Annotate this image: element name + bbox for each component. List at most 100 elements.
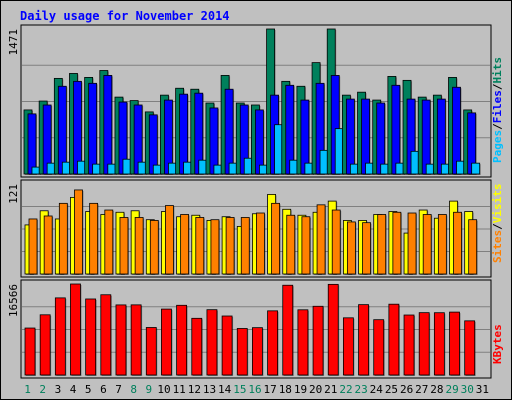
hits-files-bar-day-16: Files 16: 650: [255, 109, 264, 175]
kbytes-kbytes-bar-day-21: KBytes 21: 16500: [327, 283, 339, 376]
day-label-29: 29: [445, 383, 458, 396]
day-label-11: 11: [173, 383, 186, 396]
kbytes-kbytes-bar-day-17: KBytes 17: 11680: [267, 310, 278, 376]
kbytes-kbytes-bar-day-15: KBytes 15: 8470: [236, 328, 248, 376]
day-label-6: 6: [100, 383, 107, 396]
visits-sites-bar-day-12: Sites 12: 76: [195, 217, 205, 275]
hits-legend-item-0: Pages: [491, 130, 504, 163]
kbytes-legend-item-0: KBytes: [491, 324, 504, 364]
kbytes-kbytes-bar-day-28: KBytes 28: 11340: [433, 312, 445, 376]
day-label-22: 22: [339, 383, 352, 396]
visits-sites-bar-day-11: Sites 11: 80: [180, 214, 190, 275]
visits-sites-bar-day-9: Sites 9: 72: [149, 220, 159, 275]
visits-sites-bar-day-10: Sites 10: 92: [165, 205, 174, 275]
kbytes-kbytes-bar-day-23: KBytes 23: 12810: [358, 304, 369, 376]
visits-sites-bar-day-23: Sites 23: 69: [362, 222, 371, 275]
hits-files-bar-day-1: Files 1: 610: [27, 113, 37, 175]
hits-files-bar-day-4: Files 4: 940: [73, 80, 82, 175]
kbytes-kbytes-bar-day-19: KBytes 19: 11870: [297, 309, 309, 376]
kbytes-legend: KBytes: [491, 324, 504, 364]
day-label-8: 8: [130, 383, 137, 396]
kbytes-kbytes-bar-day-30: KBytes 30: 9860: [464, 320, 476, 376]
visits-sites-bar-day-2: Sites 2: 78: [43, 215, 53, 275]
day-label-13: 13: [203, 383, 216, 396]
visits-sites-bar-day-30: Sites 30: 73: [468, 219, 478, 275]
hits-files-bar-day-5: Files 5: 920: [88, 82, 98, 175]
day-label-24: 24: [370, 383, 384, 396]
visits-sites-bar-day-14: Sites 14: 76: [225, 217, 235, 275]
visits-legend-text: Sites/Visits: [491, 184, 504, 264]
day-label-30: 30: [461, 383, 474, 396]
day-label-20: 20: [309, 383, 322, 396]
visits-sites-bar-day-20: Sites 20: 93: [316, 204, 326, 275]
kbytes-kbytes-bar-day-1: KBytes 1: 8550: [24, 327, 36, 376]
kbytes-max-label: 16566: [7, 284, 20, 317]
visits-sites-bar-day-5: Sites 5: 95: [89, 202, 99, 275]
hits-files-bar-day-25: Files 25: 900: [391, 84, 401, 175]
kbytes-kbytes-bar-day-5: KBytes 5: 13840: [85, 298, 97, 376]
day-label-14: 14: [218, 383, 232, 396]
hits-files-bar-day-6: Files 6: 1000: [103, 75, 113, 175]
visits-sites-bar-day-13: Sites 13: 73: [210, 219, 220, 275]
hits-files-bar-day-24: Files 24: 720: [376, 102, 386, 175]
hits-panel: 1471Hits 1: 650Files 1: 610Pages 1: 70Hi…: [7, 24, 504, 178]
kbytes-kbytes-bar-day-22: KBytes 22: 10410: [342, 317, 354, 376]
kbytes-kbytes-bar-day-16: KBytes 16: 8620: [252, 327, 263, 376]
visits-sites-bar-day-24: Sites 24: 80: [377, 214, 387, 275]
hits-legend-item-3: /: [491, 83, 504, 90]
day-labels: 1 2 3 4 5 6 7 8 9 10 11 12 13 14 15 16 17 18 19 20 21 22 23 24 2…: [24, 383, 489, 396]
kbytes-kbytes-bar-day-27: KBytes 27: 11350: [418, 312, 430, 376]
hits-legend-text: Pages/Files/Hits: [491, 57, 504, 163]
hits-files-bar-day-27: Files 27: 750: [421, 99, 431, 175]
kbytes-kbytes-bar-day-10: KBytes 10: 12000: [161, 308, 172, 376]
visits-panel: 121Visits 1: 66Sites 1: 74Visits 2: 85Si…: [7, 179, 504, 278]
kbytes-kbytes-bar-day-20: KBytes 20: 12510: [312, 305, 324, 376]
visits-sites-bar-day-22: Sites 22: 70: [346, 221, 356, 275]
kbytes-kbytes-bar-day-13: KBytes 13: 11890: [206, 309, 218, 376]
kbytes-kbytes-bar-day-8: KBytes 8: 12770: [130, 304, 142, 376]
visits-sites-bar-day-28: Sites 28: 80: [437, 214, 447, 275]
day-label-21: 21: [324, 383, 337, 396]
visits-sites-bar-day-15: Sites 15: 76: [240, 217, 250, 275]
kbytes-kbytes-bar-day-12: KBytes 12: 10320: [191, 317, 203, 376]
day-label-16: 16: [248, 383, 261, 396]
day-label-2: 2: [39, 383, 46, 396]
kbytes-kbytes-bar-day-9: KBytes 9: 8650: [145, 327, 157, 376]
kbytes-kbytes-bar-day-29: KBytes 29: 11450: [449, 311, 460, 376]
visits-sites-bar-day-6: Sites 6: 86: [104, 209, 114, 275]
day-label-10: 10: [157, 383, 170, 396]
kbytes-kbytes-bar-day-4: KBytes 4: 16566: [70, 283, 81, 376]
day-label-17: 17: [264, 383, 277, 396]
visits-sites-bar-day-27: Sites 27: 80: [422, 214, 432, 275]
visits-sites-bar-day-4: Sites 4: 113: [74, 189, 83, 275]
visits-legend-item-1: /: [491, 223, 504, 230]
kbytes-kbytes-bar-day-25: KBytes 25: 12890: [388, 303, 400, 376]
chart-title: Daily usage for November 2014: [20, 9, 230, 23]
visits-sites-bar-day-26: Sites 26: 82: [407, 212, 417, 275]
day-label-9: 9: [146, 383, 153, 396]
visits-sites-bar-day-17: Sites 17: 95: [271, 202, 280, 275]
hits-files-bar-day-22: Files 22: 760: [345, 98, 355, 175]
day-label-19: 19: [294, 383, 307, 396]
visits-sites-bar-day-29: Sites 29: 83: [453, 211, 462, 275]
visits-sites-bar-day-19: Sites 19: 77: [301, 216, 311, 275]
day-label-31: 31: [476, 383, 489, 396]
day-label-5: 5: [85, 383, 92, 396]
day-label-23: 23: [355, 383, 368, 396]
hits-legend-item-2: Files: [491, 90, 504, 123]
day-label-1: 1: [24, 383, 31, 396]
visits-legend-item-0: Sites: [491, 230, 504, 263]
kbytes-kbytes-bar-day-26: KBytes 26: 10920: [403, 314, 415, 376]
visits-sites-bar-day-3: Sites 3: 95: [58, 202, 68, 275]
hits-max-label: 1471: [7, 29, 20, 56]
day-label-12: 12: [188, 383, 201, 396]
kbytes-legend-text: KBytes: [491, 324, 504, 364]
day-label-26: 26: [400, 383, 413, 396]
day-label-15: 15: [233, 383, 246, 396]
visits-legend-item-2: Visits: [491, 184, 504, 224]
day-label-18: 18: [279, 383, 292, 396]
visits-sites-bar-day-16: Sites 16: 82: [256, 212, 265, 275]
